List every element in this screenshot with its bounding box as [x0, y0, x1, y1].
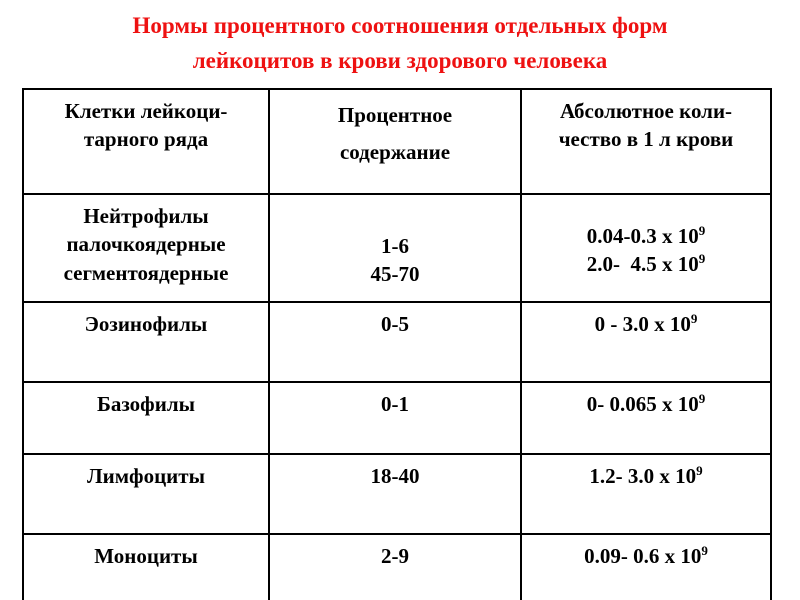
- table-row: Лимфоциты 18-40 1.2- 3.0 x 109: [22, 453, 772, 535]
- table-row: Базофилы 0-1 0- 0.065 x 109: [22, 381, 772, 455]
- cell-name-basophils: Базофилы: [22, 381, 270, 455]
- absolute-value: 2.0- 4.5 x 109: [526, 250, 766, 278]
- cell-name-eosinophils: Эозинофилы: [22, 301, 270, 383]
- cell-name-monocytes: Моноциты: [22, 533, 270, 600]
- absolute-value: 0.09- 0.6 x 109: [526, 542, 766, 570]
- cell-absolute: 0.04-0.3 x 109 2.0- 4.5 x 109: [520, 193, 772, 303]
- header-cell-cell-types: Клетки лейкоци- тарного ряда: [22, 88, 270, 195]
- exponent: 9: [698, 251, 706, 267]
- absolute-base: 2.0- 4.5 x 10: [586, 252, 699, 277]
- absolute-base: 1.2- 3.0 x 10: [589, 464, 697, 488]
- table-row: Моноциты 2-9 0.09- 0.6 x 109: [22, 533, 772, 600]
- exponent: 9: [698, 223, 706, 238]
- slide-title: Нормы процентного соотношения отдельных …: [132, 13, 668, 73]
- cell-absolute: 0 - 3.0 x 109: [520, 301, 772, 383]
- exponent: 9: [701, 543, 708, 558]
- cell-percent: 0-5: [268, 301, 522, 383]
- cell-absolute: 0- 0.065 x 109: [520, 381, 772, 455]
- cell-percent: 0-1: [268, 381, 522, 455]
- table-row: Нейтрофилы палочкоядерные сегментоядерны…: [22, 193, 772, 303]
- exponent: 9: [698, 391, 706, 406]
- cell-percent: 1-6 45-70: [268, 193, 522, 303]
- absolute-base: 0.09- 0.6 x 10: [584, 544, 702, 568]
- absolute-value: 1.2- 3.0 x 109: [526, 462, 766, 490]
- exponent: 9: [690, 311, 698, 326]
- cell-percent: 2-9: [268, 533, 522, 600]
- absolute-base: 0 - 3.0 x 10: [594, 312, 691, 336]
- cell-absolute: 1.2- 3.0 x 109: [520, 453, 772, 535]
- absolute-value: 0 - 3.0 x 109: [526, 310, 766, 338]
- cell-name-neutrophils: Нейтрофилы палочкоядерные сегментоядерны…: [22, 193, 270, 303]
- absolute-base: 0- 0.065 x 10: [586, 392, 699, 416]
- cell-percent: 18-40: [268, 453, 522, 535]
- header-cell-percent-content: Процентное содержание: [268, 88, 522, 195]
- absolute-value: 0- 0.065 x 109: [526, 390, 766, 418]
- header-cell-absolute-count: Абсолютное коли- чество в 1 л крови: [520, 88, 772, 195]
- table-row: Эозинофилы 0-5 0 - 3.0 x 109: [22, 301, 772, 383]
- exponent: 9: [696, 463, 703, 478]
- cell-name-lymphocytes: Лимфоциты: [22, 453, 270, 535]
- absolute-base: 0.04-0.3 x 10: [586, 224, 699, 248]
- leukocyte-norms-table: Клетки лейкоци- тарного ряда Процентное …: [22, 88, 772, 600]
- table-header-row: Клетки лейкоци- тарного ряда Процентное …: [22, 88, 772, 195]
- absolute-value: 0.04-0.3 x 109: [526, 222, 766, 250]
- cell-absolute: 0.09- 0.6 x 109: [520, 533, 772, 600]
